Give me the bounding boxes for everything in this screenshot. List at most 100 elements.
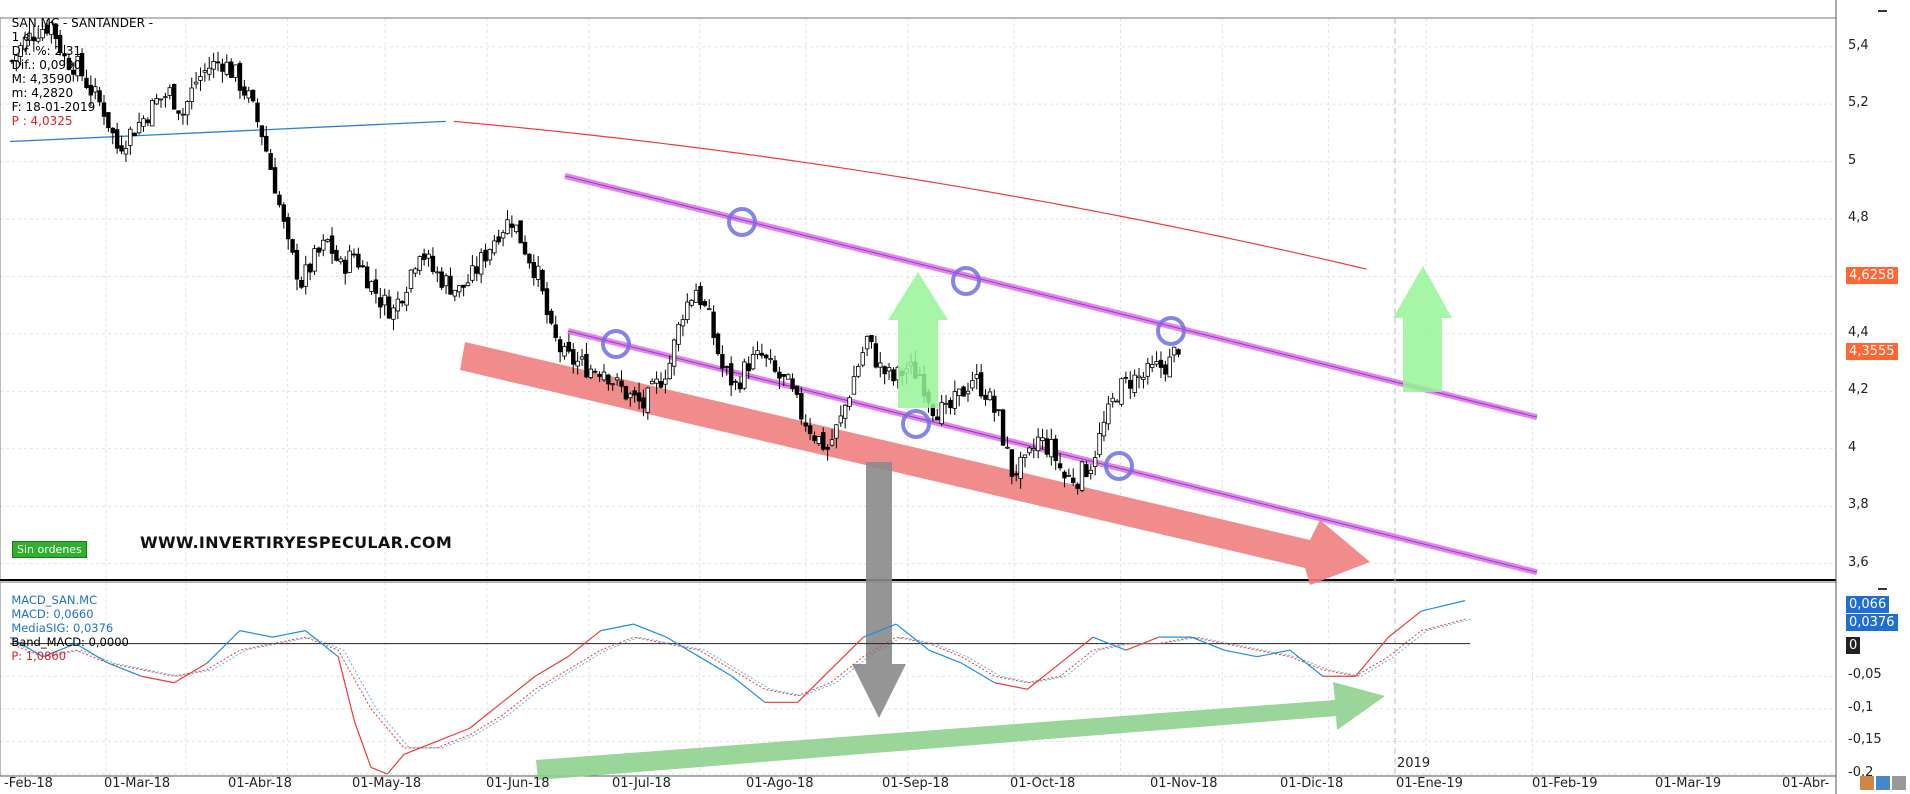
dif-label: Dif.: 0,0990 (11, 58, 82, 72)
candle-body (492, 240, 497, 254)
macd-line-seg (830, 636, 864, 671)
settings-icon[interactable] (1892, 776, 1906, 790)
candle-body (264, 135, 269, 152)
candle-body (185, 101, 190, 116)
chart-type-icon[interactable] (1860, 776, 1874, 790)
candle-body (478, 252, 484, 275)
candle-body (303, 264, 308, 287)
candle-body (825, 446, 830, 450)
candle-body (176, 110, 181, 114)
candle-body (812, 435, 817, 441)
candle-body (44, 24, 50, 34)
candle-body (426, 253, 431, 259)
candle-body (588, 368, 594, 378)
candle-body (417, 256, 422, 271)
candle-body (1101, 421, 1107, 437)
candle-body (237, 63, 243, 91)
minimize-icon[interactable] (1878, 10, 1887, 12)
macd-series (9, 600, 1471, 775)
candle-body (553, 324, 558, 338)
candle-body (623, 386, 629, 400)
macd-line-seg (42, 643, 76, 658)
macd-line-seg (567, 630, 602, 658)
x-tick: 01-Jul-18 (612, 776, 671, 791)
candle-body (150, 99, 155, 127)
candle-body (987, 391, 993, 401)
candle-body (224, 61, 229, 75)
candle-body (62, 53, 67, 57)
macd-line-seg (173, 662, 208, 684)
candle-body (57, 34, 63, 54)
macd-line-seg (75, 643, 109, 664)
save-icon[interactable] (1876, 776, 1890, 790)
candle-body (610, 383, 615, 386)
candle-body (851, 376, 857, 395)
touch-circle-0 (727, 207, 757, 237)
macd-line-seg (1027, 662, 1061, 690)
candle-body (281, 204, 287, 222)
candle-body (715, 333, 721, 355)
macd-signal-line (9, 618, 1466, 749)
candle-body (566, 341, 572, 352)
macd-line-seg (370, 766, 388, 775)
candle-body (343, 259, 348, 274)
price-y-tick: 4 (1848, 439, 1857, 455)
candle-body (461, 284, 466, 288)
candle-body (1110, 397, 1115, 403)
candle-body (658, 381, 664, 388)
candle-body (408, 269, 414, 289)
touch-circle-4 (1156, 316, 1186, 346)
macd-line-seg (1059, 636, 1094, 664)
candle-body (935, 416, 940, 421)
candle-body (1018, 456, 1023, 479)
candle-body (1005, 446, 1010, 449)
minimize-icon-macd[interactable] (1878, 588, 1887, 590)
price-y-tick: 5,4 (1848, 37, 1869, 53)
candle-body (592, 370, 598, 373)
candle-body (970, 380, 975, 389)
candle-body (992, 395, 997, 413)
candle-body (294, 249, 300, 280)
macd-line-seg (666, 636, 700, 658)
candle-body (439, 271, 444, 288)
macd-green-up-arrow (536, 682, 1385, 780)
candle-body (448, 275, 453, 295)
x-tick: 01-Abr-18 (228, 776, 292, 791)
candle-body (1049, 439, 1054, 458)
candle-body (650, 380, 655, 385)
candle-body (891, 369, 896, 382)
macd-line-seg (403, 740, 437, 756)
candle-body (36, 37, 41, 42)
orders-badge[interactable]: Sin ordenes (12, 541, 87, 558)
candle-body (93, 86, 98, 93)
candle-body (557, 339, 563, 353)
macd-line-seg (206, 630, 241, 664)
candle-body (97, 90, 102, 103)
candle-body (1079, 461, 1085, 491)
candle-body (88, 84, 94, 96)
candle-body (768, 358, 773, 361)
candle-body (983, 394, 988, 400)
candle-body (693, 289, 699, 303)
candle-body (724, 366, 729, 368)
candle-body (123, 148, 129, 155)
candle-body (952, 391, 958, 409)
x-tick: 01-May-18 (352, 776, 422, 791)
touch-circle-3 (901, 409, 931, 439)
candle-body (505, 219, 510, 234)
candle-body (325, 239, 330, 242)
candle-body (549, 310, 554, 324)
candle-body (27, 32, 32, 41)
x-tick: -Feb-18 (4, 776, 53, 791)
watermark-text: WWW.INVERTIRYESPECULAR.COM (140, 533, 453, 552)
candle-body (268, 153, 273, 170)
candle-body (316, 247, 322, 253)
x-tick: 01-Sep-18 (882, 776, 949, 791)
x-tick: 01-Ene-19 (1396, 776, 1463, 791)
candle-body (207, 67, 212, 75)
candle-body (198, 76, 203, 81)
candle-body (79, 53, 85, 77)
candle-body (373, 279, 379, 294)
x-tick: 01-Nov-18 (1150, 776, 1218, 791)
